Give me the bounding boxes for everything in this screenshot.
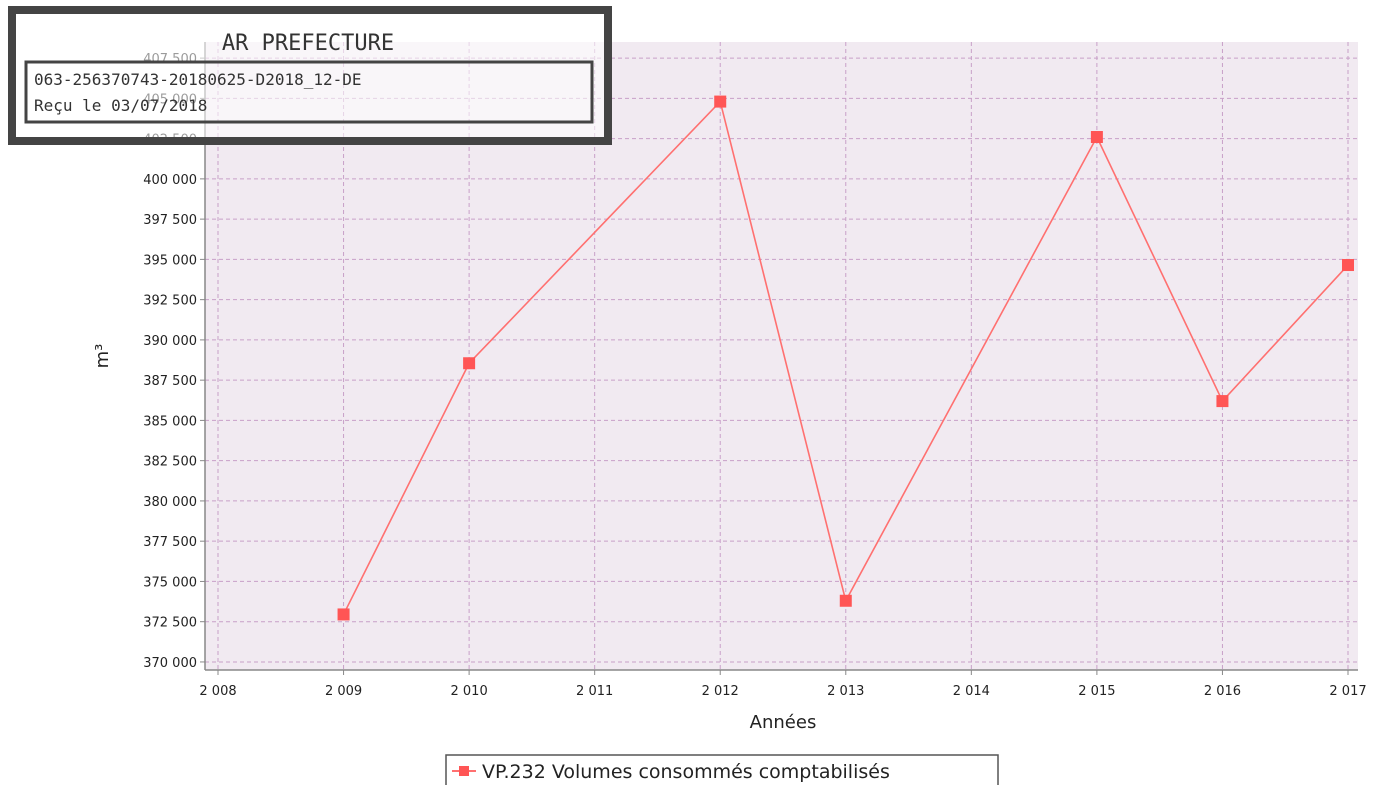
x-tick-label: 2 011	[576, 684, 613, 699]
data-point-marker	[1342, 259, 1354, 272]
data-point-marker	[337, 608, 350, 621]
x-tick-label: 2 015	[1078, 684, 1115, 699]
stamp-reference: 063-256370743-20180625-D2018_12-DE	[34, 70, 362, 89]
y-tick-label: 380 000	[143, 495, 197, 510]
y-tick-label: 395 000	[143, 253, 197, 268]
x-tick-label: 2 009	[325, 684, 362, 699]
plot-area	[205, 42, 1358, 670]
y-tick-label: 382 500	[143, 455, 197, 470]
y-tick-label: 375 000	[143, 575, 197, 590]
x-tick-label: 2 010	[451, 684, 488, 699]
data-point-marker	[839, 594, 852, 607]
x-tick-label: 2 012	[702, 684, 739, 699]
x-tick-label: 2 013	[827, 684, 864, 699]
data-point-marker	[1090, 131, 1103, 144]
x-tick-label: 2 017	[1329, 684, 1366, 699]
data-point-marker	[714, 95, 727, 108]
prefecture-stamp: AR PREFECTURE 063-256370743-20180625-D20…	[8, 6, 612, 145]
data-point-marker	[463, 357, 476, 370]
data-series	[337, 95, 1354, 621]
y-tick-label: 377 500	[143, 535, 197, 550]
stamp-inner-frame	[24, 60, 594, 124]
data-point-marker	[1216, 395, 1229, 408]
y-tick-label: 385 000	[143, 414, 197, 429]
x-tick-label: 2 008	[199, 684, 236, 699]
stamp-received-date: Reçu le 03/07/2018	[34, 96, 207, 115]
y-tick-label: 390 000	[143, 334, 197, 349]
y-tick-label: 387 500	[143, 374, 197, 389]
x-axis-ticks: 2 008 2 009 2 010 2 011 2 012 2 013 2 014 2 015…	[199, 670, 1367, 699]
legend-frame	[445, 754, 999, 785]
legend-label: VP.232 Volumes consommés comptabilisés	[482, 761, 890, 783]
y-tick-label: 397 500	[143, 213, 197, 228]
y-tick-label: 392 500	[143, 294, 197, 309]
y-axis-title: m³	[92, 344, 113, 369]
x-tick-label: 2 016	[1204, 684, 1241, 699]
y-tick-label: 400 000	[143, 173, 197, 188]
y-tick-label: 372 500	[143, 616, 197, 631]
legend-marker-symbol	[459, 766, 469, 776]
stamp-outer-frame	[8, 6, 612, 145]
gridlines	[205, 42, 1358, 670]
legend: VP.232 Volumes consommés comptabilisés	[445, 754, 999, 785]
x-tick-label: 2 014	[953, 684, 990, 699]
x-axis-title: Années	[750, 712, 817, 733]
stamp-title: AR PREFECTURE	[222, 31, 394, 56]
axes	[204, 42, 1358, 671]
y-tick-label: 370 000	[143, 656, 197, 671]
